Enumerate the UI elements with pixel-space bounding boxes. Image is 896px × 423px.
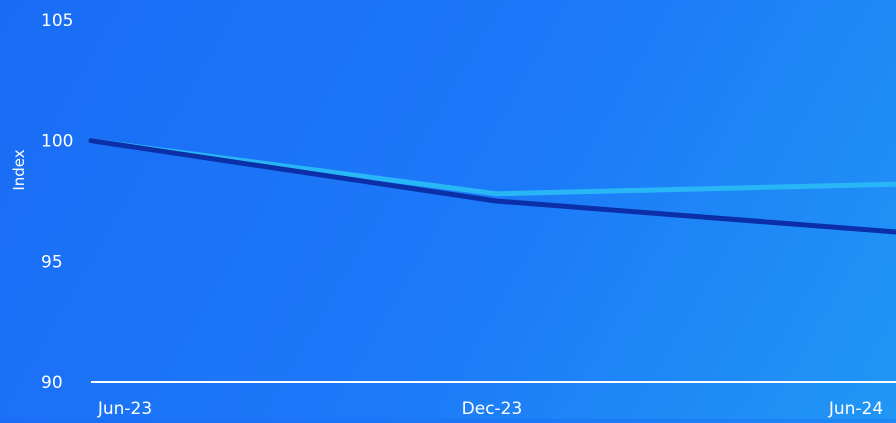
y-tick-label: 105 [41, 11, 73, 31]
y-tick-label: 90 [41, 373, 63, 393]
series-line-1 [88, 138, 896, 197]
x-tick-labels: Jun-23 Dec-23 Jun-24 [97, 399, 883, 419]
y-tick-label: 95 [41, 252, 63, 272]
series-lines [88, 138, 896, 235]
x-tick-label: Jun-23 [97, 399, 152, 419]
y-axis-label: Index [10, 149, 28, 190]
series-line-2 [88, 138, 896, 235]
x-tick-label: Jun-24 [828, 399, 883, 419]
x-tick-label: Dec-23 [462, 399, 523, 419]
y-tick-label: 100 [41, 132, 73, 152]
y-tick-labels: 90 95 100 105 [41, 11, 73, 393]
